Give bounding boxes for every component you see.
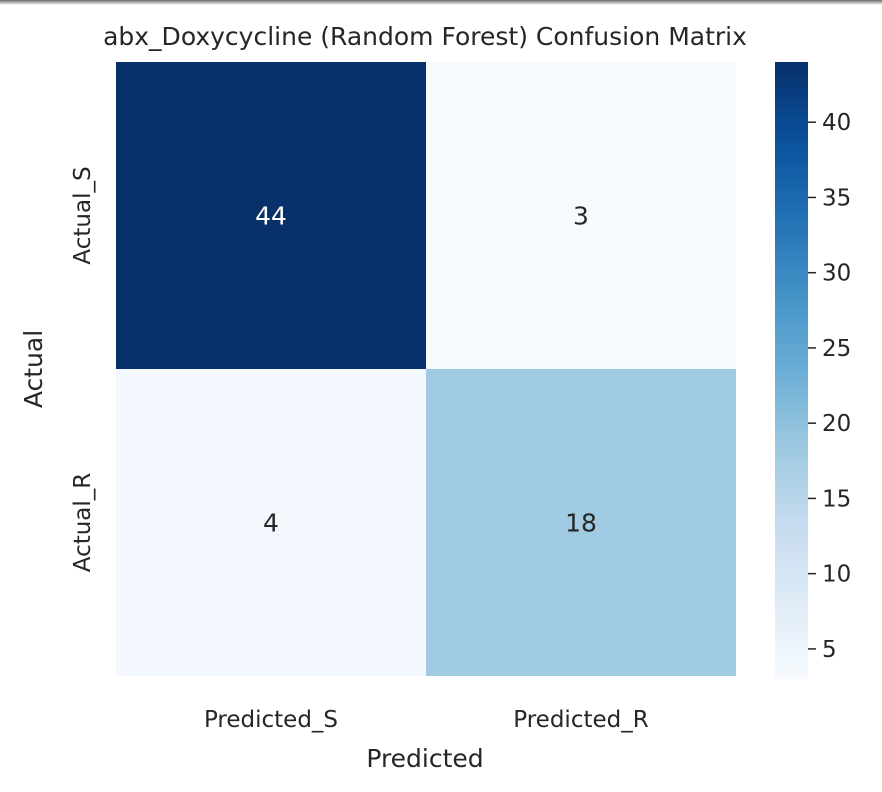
colorbar-tick-label: 25 (822, 336, 851, 362)
y-tick-label: Actual_R (70, 473, 96, 573)
x-axis-label: Predicted (366, 744, 483, 773)
heatmap-cell (426, 369, 736, 676)
y-tick-labels: Actual_S Actual_R (70, 166, 96, 572)
x-tick-label: Predicted_S (204, 707, 338, 733)
colorbar-tick-label: 30 (822, 261, 851, 287)
cell-value-label: 3 (573, 202, 589, 231)
cell-value-label: 18 (565, 509, 597, 538)
colorbar-tick-label: 20 (822, 411, 851, 437)
colorbar-tick-label: 35 (822, 185, 851, 211)
colorbar-ticks: 5 10 15 20 25 30 35 40 (808, 110, 851, 663)
cell-value-label: 44 (255, 202, 287, 231)
heatmap-cell (116, 369, 426, 676)
cell-value-label: 4 (263, 509, 279, 538)
colorbar-tick-label: 15 (822, 486, 851, 512)
heatmap-cell (116, 62, 426, 369)
x-tick-label: Predicted_R (513, 707, 648, 733)
x-tick-labels: Predicted_S Predicted_R (204, 707, 649, 733)
colorbar-tick-label: 5 (822, 637, 837, 663)
y-axis-label: Actual (19, 330, 48, 408)
window-top-edge (0, 0, 882, 5)
cell-annotations: 44 3 4 18 (255, 202, 597, 538)
colorbar-tick-label: 10 (822, 562, 851, 588)
colorbar (775, 62, 808, 679)
chart-title: abx_Doxycycline (Random Forest) Confusio… (103, 22, 747, 51)
colorbar-tick-label: 40 (822, 110, 851, 136)
heatmap-cell (426, 62, 736, 369)
heatmap-cells (116, 62, 736, 676)
y-tick-label: Actual_S (70, 166, 96, 264)
